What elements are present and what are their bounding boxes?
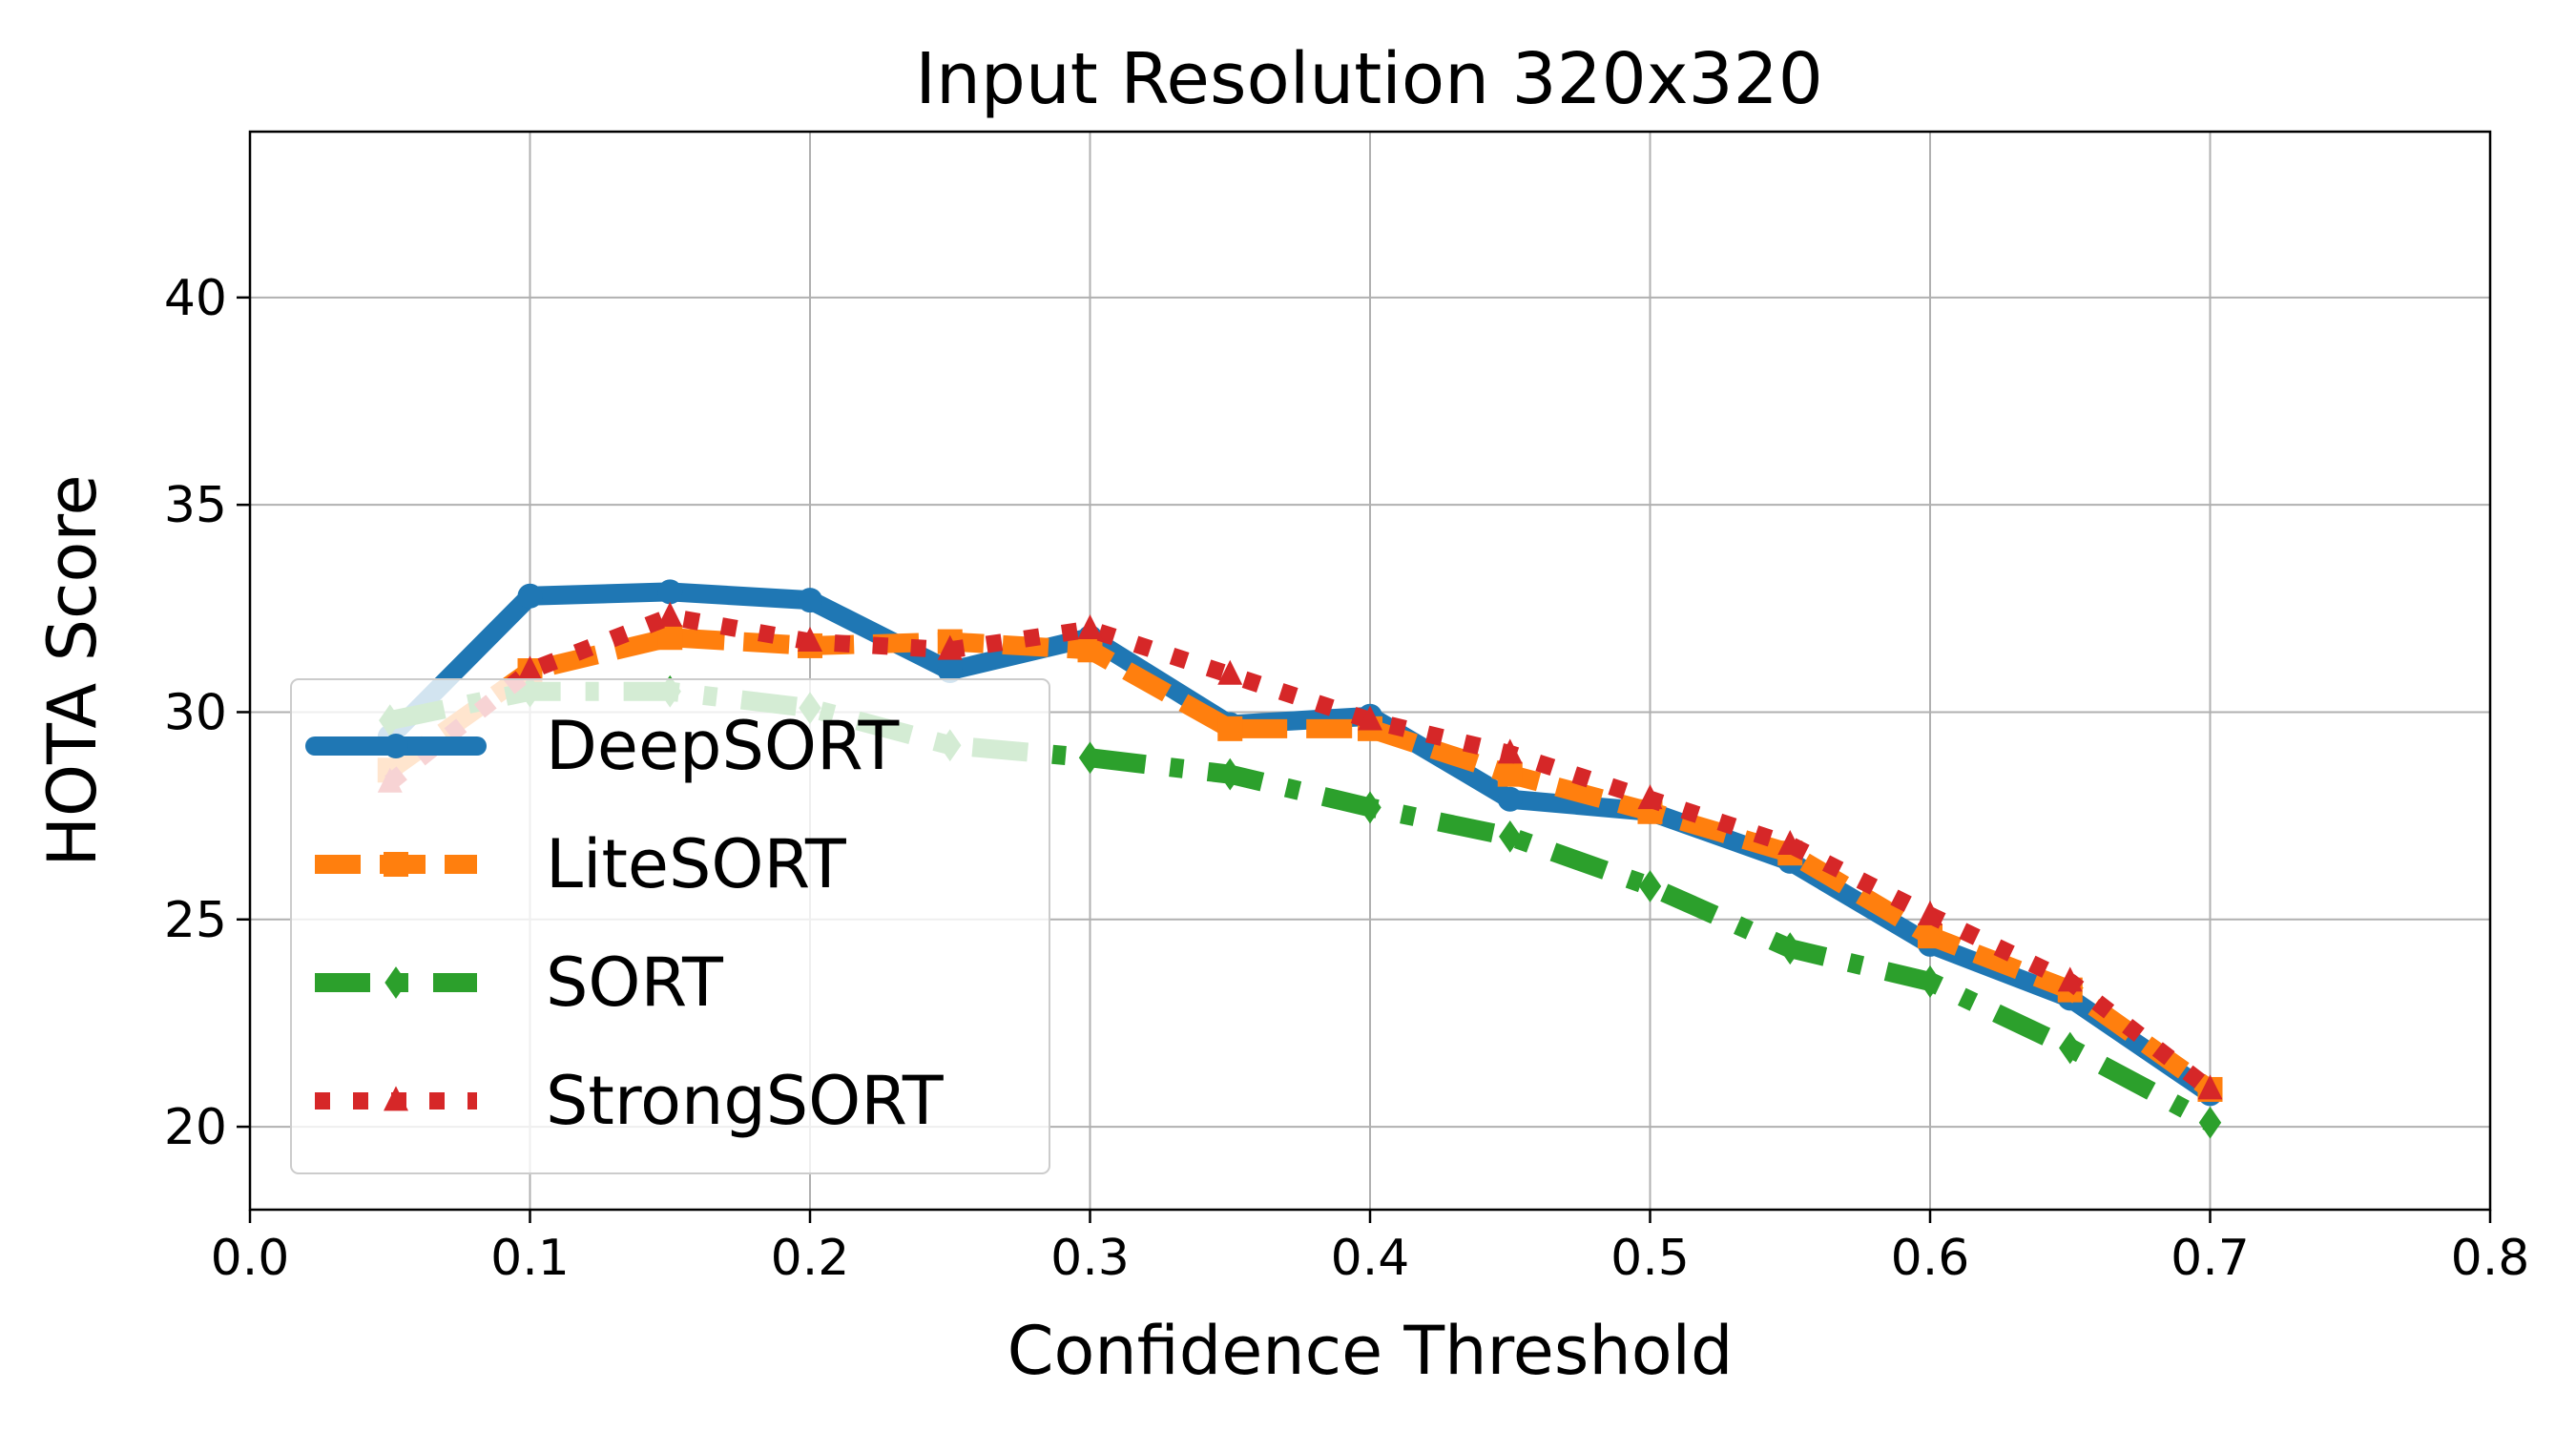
y-tick-label: 30 (164, 684, 227, 741)
data-point (1358, 705, 1382, 731)
x-tick-label: 0.7 (2171, 1230, 2250, 1287)
legend-entry: LiteSORT (315, 825, 846, 903)
data-point (1919, 965, 1942, 998)
data-point (1077, 637, 1103, 663)
data-point (1217, 716, 1243, 741)
series-lines (377, 579, 2223, 1139)
legend-label: LiteSORT (546, 825, 846, 903)
axis-ticks: 0.0 0.1 0.2 0.3 0.4 0.5 0.6 0.7 0.8 20 25 30 35 40 (164, 270, 2530, 1287)
data-point (798, 588, 822, 613)
series-line-sort (387, 681, 2215, 1131)
x-tick-label: 0.6 (1891, 1230, 1970, 1287)
data-point (2197, 1074, 2223, 1100)
data-point (937, 658, 963, 683)
x-tick-label: 0.4 (1331, 1230, 1410, 1287)
y-tick-label: 20 (164, 1099, 227, 1156)
data-point (2057, 966, 2083, 992)
chart-title: Input Resolution 320x320 (915, 38, 1823, 120)
data-point (517, 583, 543, 609)
legend-label: DeepSORT (546, 707, 900, 785)
legend-label: StrongSORT (546, 1062, 944, 1140)
data-point (1637, 784, 1663, 810)
legend-marker (384, 734, 408, 758)
data-point (657, 625, 683, 651)
legend-marker (384, 966, 407, 999)
legend-label: SORT (546, 944, 723, 1022)
legend-marker (384, 1086, 408, 1111)
y-tick-label: 25 (164, 892, 227, 949)
data-point (937, 634, 963, 660)
x-tick-label: 0.2 (771, 1230, 850, 1287)
legend-marker (384, 852, 408, 877)
legend-entry: SORT (315, 944, 723, 1022)
data-point (1218, 757, 1241, 791)
legend: DeepSORT LiteSORT SORT StrongSORT (290, 678, 1050, 1174)
data-point (2059, 1031, 2082, 1065)
x-tick-label: 0.5 (1610, 1230, 1690, 1287)
series-strongsort (377, 601, 2223, 1100)
data-point (1777, 829, 1803, 855)
data-point (1638, 870, 1662, 902)
data-point (798, 626, 822, 652)
legend-entry: DeepSORT (305, 707, 900, 785)
x-tick-label: 0.3 (1050, 1230, 1130, 1287)
data-point (1359, 791, 1381, 824)
data-point (2198, 1106, 2222, 1139)
data-point (1077, 613, 1103, 639)
data-point (1078, 741, 1102, 775)
x-tick-label: 0.8 (2451, 1230, 2530, 1287)
data-point (1497, 761, 1523, 787)
data-point (1497, 738, 1523, 764)
data-point (1217, 659, 1243, 685)
data-point (517, 655, 543, 681)
data-point (1918, 900, 1942, 925)
series-line-deepsort (380, 582, 2220, 1104)
data-point (1778, 932, 1801, 965)
data-point (657, 601, 683, 627)
x-axis-label: Confidence Threshold (1008, 1312, 1734, 1390)
y-axis-label: HOTA Score (33, 474, 112, 866)
legend-box (290, 678, 1050, 1174)
series-line-strongsort (384, 608, 2215, 1097)
y-tick-label: 40 (164, 270, 227, 327)
x-tick-label: 0.0 (211, 1230, 290, 1287)
series-line-litesort (384, 628, 2216, 1098)
x-tick-label: 0.1 (490, 1230, 570, 1287)
legend-entry: StrongSORT (315, 1062, 944, 1140)
data-point (1497, 786, 1523, 812)
y-tick-label: 35 (164, 477, 227, 534)
data-point (1499, 819, 1522, 853)
data-point (657, 579, 683, 605)
